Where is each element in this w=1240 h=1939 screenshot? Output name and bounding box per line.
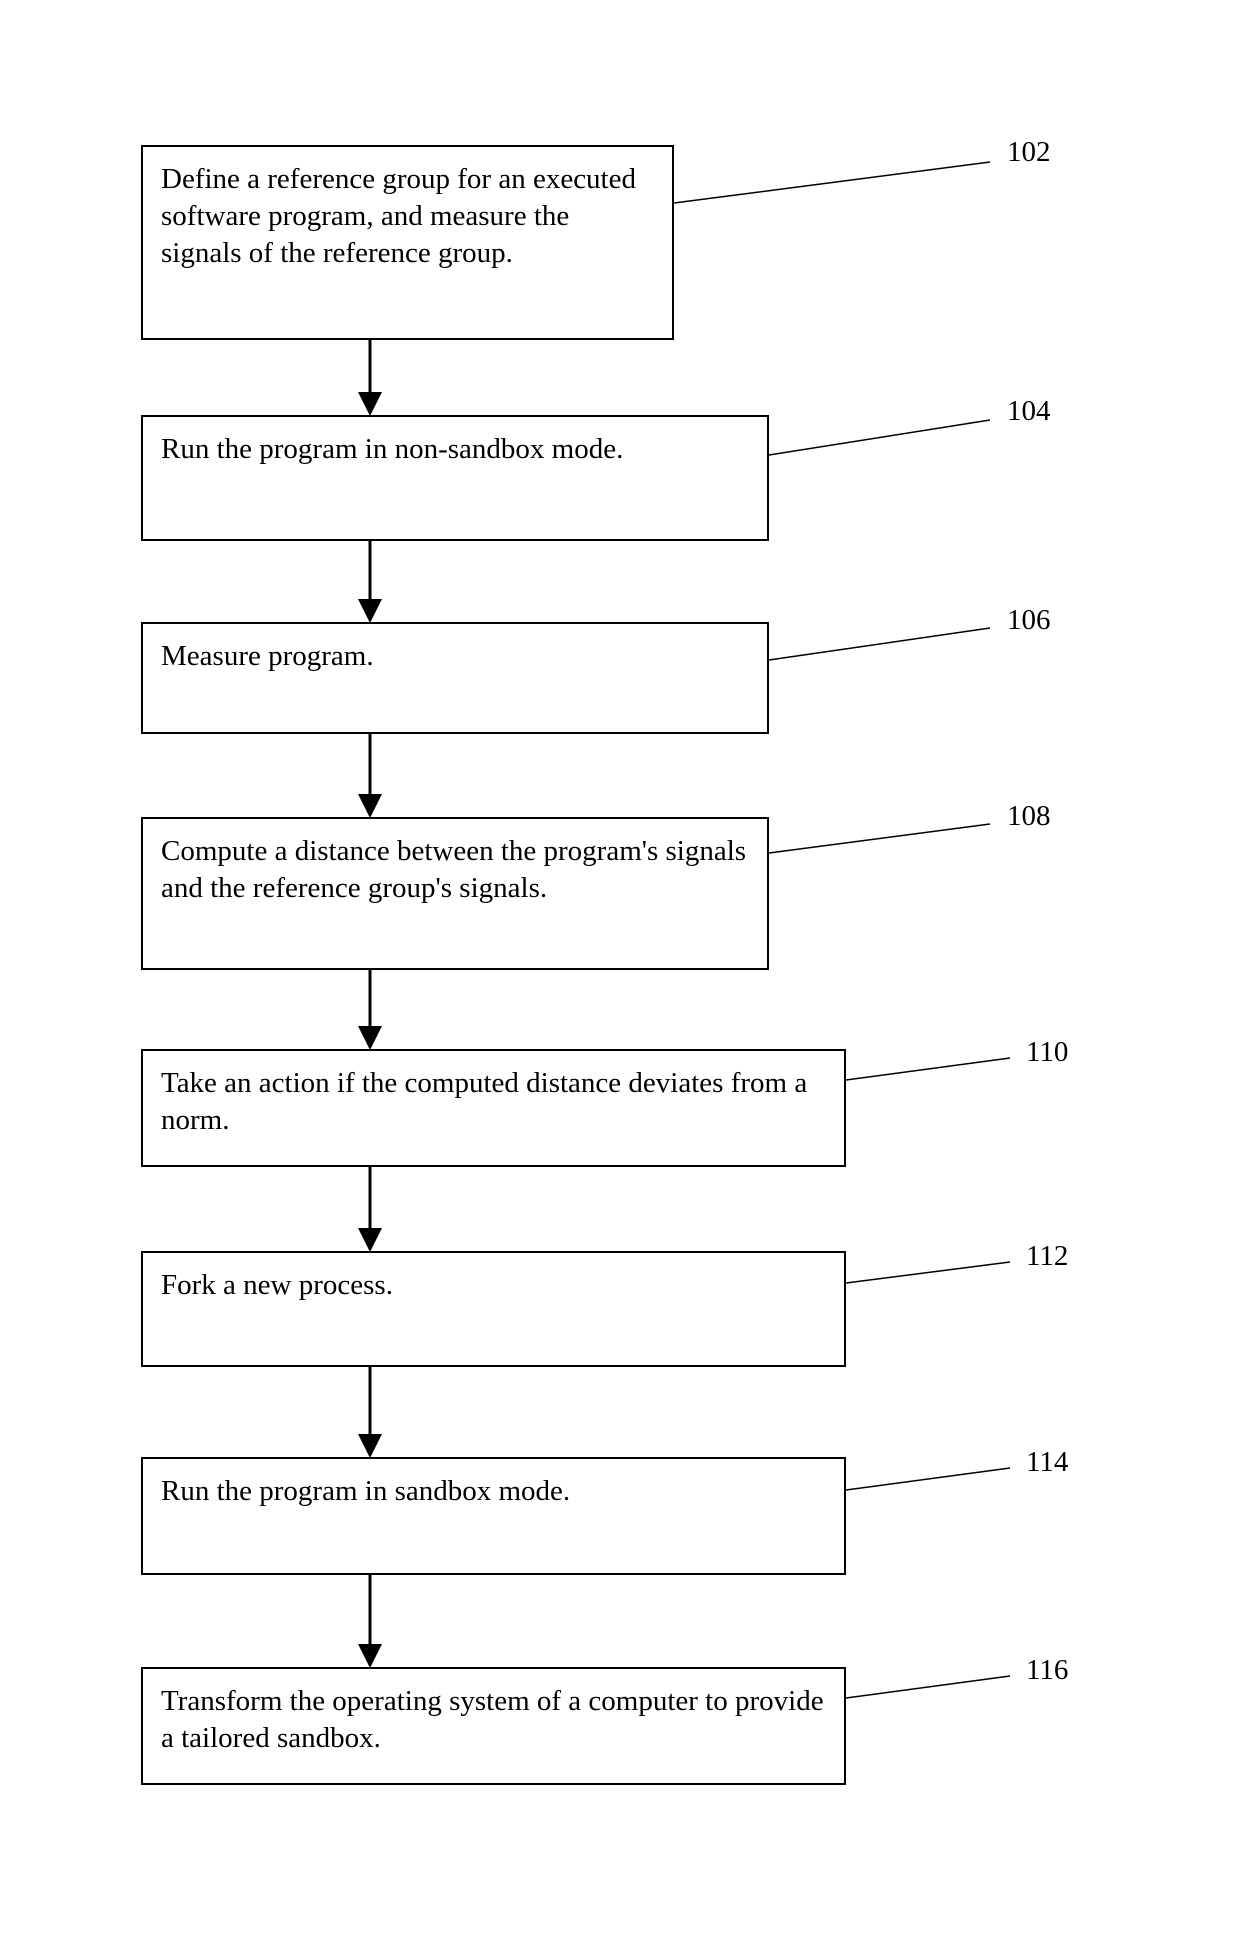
ref-label-112: 112 bbox=[1026, 1240, 1068, 1273]
flow-node-110: Take an action if the computed distance … bbox=[141, 1049, 846, 1167]
flow-node-106: Measure program. bbox=[141, 622, 769, 734]
ref-label-102: 102 bbox=[1007, 136, 1051, 169]
flow-node-102: Define a reference group for an executed… bbox=[141, 145, 674, 340]
ref-label-110: 110 bbox=[1026, 1036, 1068, 1069]
flow-node-108: Compute a distance between the program's… bbox=[141, 817, 769, 970]
ref-label-108: 108 bbox=[1007, 800, 1051, 833]
flow-node-116-text: Transform the operating system of a comp… bbox=[161, 1685, 824, 1754]
flow-node-108-text: Compute a distance between the program's… bbox=[161, 835, 746, 904]
ref-label-114: 114 bbox=[1026, 1446, 1068, 1479]
ref-label-106: 106 bbox=[1007, 604, 1051, 637]
flowchart-container: Define a reference group for an executed… bbox=[0, 0, 1240, 1939]
flow-node-114: Run the program in sandbox mode. bbox=[141, 1457, 846, 1575]
flow-node-112-text: Fork a new process. bbox=[161, 1269, 393, 1301]
flow-node-116: Transform the operating system of a comp… bbox=[141, 1667, 846, 1785]
flow-node-106-text: Measure program. bbox=[161, 640, 374, 672]
flow-node-102-text: Define a reference group for an executed… bbox=[161, 163, 636, 269]
ref-label-116: 116 bbox=[1026, 1654, 1068, 1687]
flow-node-104: Run the program in non-sandbox mode. bbox=[141, 415, 769, 541]
flow-node-112: Fork a new process. bbox=[141, 1251, 846, 1367]
flow-node-114-text: Run the program in sandbox mode. bbox=[161, 1475, 570, 1507]
ref-label-104: 104 bbox=[1007, 395, 1051, 428]
flow-node-104-text: Run the program in non-sandbox mode. bbox=[161, 433, 623, 465]
flow-node-110-text: Take an action if the computed distance … bbox=[161, 1067, 807, 1136]
